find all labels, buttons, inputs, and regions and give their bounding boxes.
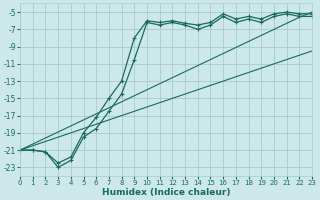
- X-axis label: Humidex (Indice chaleur): Humidex (Indice chaleur): [102, 188, 230, 197]
